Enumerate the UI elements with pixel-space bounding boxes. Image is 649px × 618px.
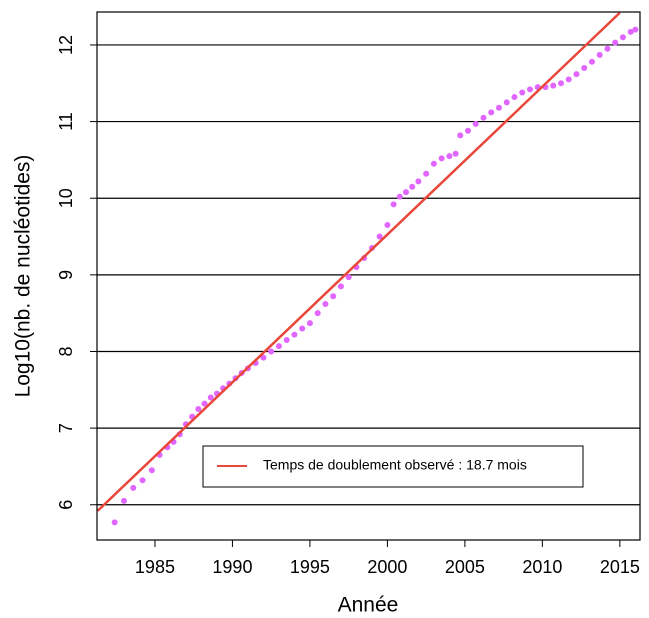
y-tick-label: 7 (56, 423, 76, 433)
point (268, 348, 275, 355)
point (511, 94, 518, 101)
point (519, 89, 526, 96)
point (604, 45, 611, 52)
point (306, 320, 313, 327)
point (337, 283, 344, 290)
point (596, 51, 603, 58)
point (201, 400, 208, 407)
point (275, 343, 282, 350)
point (627, 28, 634, 35)
plot-frame (96, 11, 641, 541)
point (619, 34, 626, 41)
point (322, 300, 329, 307)
point (581, 64, 588, 71)
y-axis-label: Log10(nb. de nucléotides) (12, 155, 35, 398)
point (452, 150, 459, 157)
x-tick-label: 2000 (367, 557, 407, 577)
point (495, 104, 502, 111)
y-tick-label: 9 (56, 270, 76, 280)
point (403, 189, 410, 196)
point (415, 178, 422, 185)
point (464, 127, 471, 134)
point (457, 132, 464, 139)
point (573, 71, 580, 78)
x-tick-label: 1985 (135, 557, 175, 577)
point (345, 274, 352, 281)
point (396, 193, 403, 200)
point (299, 325, 306, 332)
point (195, 405, 202, 412)
point (376, 233, 383, 240)
legend-box (202, 445, 584, 488)
y-tick-label: 10 (56, 188, 76, 208)
trend-line (97, 12, 621, 512)
point (314, 310, 321, 317)
x-tick-label: 2010 (522, 557, 562, 577)
point (503, 99, 510, 106)
y-tick-label: 12 (56, 35, 76, 55)
x-tick-label: 2015 (600, 557, 640, 577)
point (472, 120, 479, 127)
point (130, 484, 137, 491)
point (632, 26, 639, 33)
point (526, 86, 533, 93)
point (550, 82, 557, 89)
point (390, 201, 397, 208)
point (120, 497, 127, 504)
point (111, 519, 118, 526)
point (207, 394, 214, 401)
point (330, 293, 337, 300)
point (409, 183, 416, 190)
point (430, 160, 437, 167)
point (588, 58, 595, 65)
x-tick-label: 1995 (290, 557, 330, 577)
point (291, 331, 298, 338)
point (260, 354, 267, 361)
point (612, 39, 619, 46)
point (488, 109, 495, 116)
point (148, 467, 155, 474)
point (565, 76, 572, 83)
point (384, 222, 391, 229)
point (557, 80, 564, 87)
y-tick-label: 11 (56, 112, 76, 131)
point (423, 170, 430, 177)
point (438, 155, 445, 162)
point (283, 336, 290, 343)
legend-label: Temps de doublement observé : 18.7 mois (263, 457, 527, 473)
point (139, 477, 146, 484)
x-axis-label: Année (338, 594, 399, 617)
point (480, 114, 487, 121)
x-tick-label: 1990 (212, 557, 252, 577)
y-tick-label: 8 (56, 346, 76, 356)
x-tick-label: 2005 (445, 557, 485, 577)
y-tick-label: 6 (56, 500, 76, 510)
point (446, 153, 453, 160)
